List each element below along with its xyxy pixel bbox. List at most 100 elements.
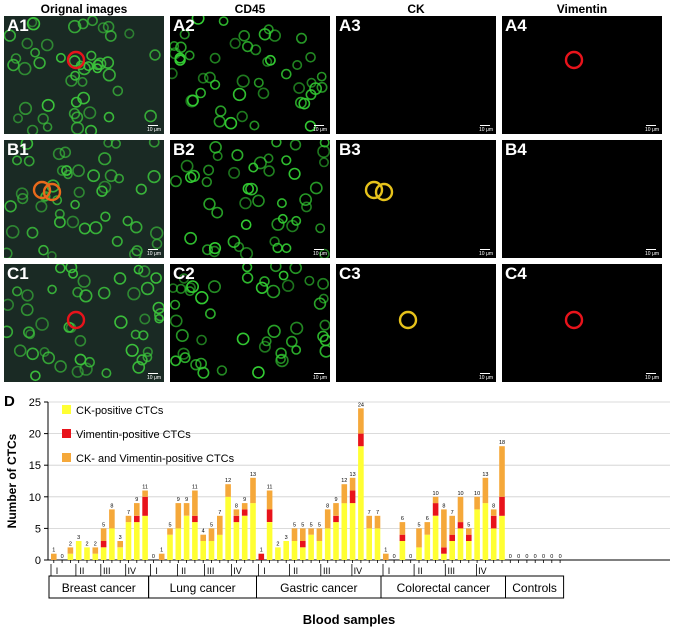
bar-value-label: 7 (376, 510, 379, 516)
leukocyte-ring (213, 115, 226, 128)
leukocyte-ring (135, 183, 147, 195)
bar-value-label: 5 (102, 522, 105, 528)
bar-segment (134, 503, 140, 516)
bar-segment (449, 515, 455, 535)
group-label: Breast cancer (62, 581, 136, 595)
scale-bar-label: 10 μm (479, 375, 493, 381)
leukocyte-ring (38, 244, 49, 256)
leukocyte-ring (84, 356, 95, 368)
leukocyte-ring (201, 176, 212, 188)
leukocyte-ring (40, 38, 54, 52)
bar-segment (490, 528, 497, 560)
panel-label-b4: B4 (505, 140, 527, 159)
leukocyte-ring (65, 264, 78, 274)
leukocyte-ring (55, 52, 66, 63)
leukocyte-ring (104, 30, 117, 42)
leukocyte-ring (54, 216, 66, 229)
leukocyte-ring (207, 280, 221, 294)
legend-label: CK-positive CTCs (76, 405, 164, 417)
leukocyte-ring (209, 79, 221, 90)
leukocyte-ring (42, 351, 55, 365)
leukocyte-ring (132, 360, 146, 374)
leukocyte-ring (253, 77, 264, 88)
bar-segment (449, 541, 455, 560)
leukocyte-ring (271, 140, 282, 148)
bar-value-label: 2 (276, 541, 279, 547)
leukocyte-ring (42, 122, 53, 132)
bar-segment (217, 534, 223, 560)
leukocyte-ring (288, 167, 301, 180)
bar-value-label: 13 (250, 472, 256, 478)
bar-segment (341, 503, 348, 560)
leukocyte-ring (7, 58, 20, 72)
bar-segment (125, 515, 132, 523)
bar-segment (466, 541, 472, 560)
bar-segment (358, 446, 364, 560)
bar-segment (399, 522, 406, 535)
leukocyte-ring (209, 52, 221, 64)
leukocyte-ring (103, 111, 115, 123)
leukocyte-ring (83, 106, 97, 120)
leukocyte-ring (177, 347, 190, 360)
bar-segment (117, 547, 123, 560)
leukocyte-ring (20, 140, 34, 150)
bar-segment (457, 496, 464, 523)
bar-value-label: 5 (318, 522, 321, 528)
column-header-ck: CK (407, 2, 425, 16)
leukocyte-ring (68, 107, 81, 120)
leukocyte-ring (139, 313, 151, 325)
leukocyte-ring (301, 201, 312, 213)
leukocyte-ring (261, 336, 272, 347)
leukocyte-ring (317, 145, 330, 158)
bar-segment (167, 528, 173, 535)
leukocyte-ring (26, 124, 39, 134)
column-header-vimentin: Vimentin (556, 2, 608, 16)
scale-bar-label: 10 μm (645, 127, 659, 133)
micrograph-c3: C3 10 μm (336, 264, 496, 382)
y-tick-label: 20 (29, 429, 41, 441)
leukocyte-ring (275, 347, 287, 359)
leukocyte-ring (250, 44, 262, 56)
bar-value-label: 13 (482, 472, 488, 478)
y-tick-label: 5 (35, 523, 41, 535)
leukocyte-ring (170, 41, 180, 51)
bar-segment (374, 528, 381, 560)
leukocyte-ring (231, 149, 244, 162)
leukocyte-ring (86, 50, 97, 61)
bar-segment (266, 490, 273, 510)
bar-segment (117, 541, 123, 548)
leukocyte-ring (93, 57, 107, 71)
bar-value-label: 7 (218, 510, 221, 516)
scale-bar (314, 125, 324, 126)
bar-value-label: 3 (285, 535, 288, 541)
bar-segment (233, 515, 240, 523)
leukocyte-ring (101, 368, 112, 379)
group-box (505, 575, 565, 599)
leukocyte-ring (305, 51, 316, 63)
leukocyte-ring (249, 120, 260, 131)
micrograph-c2: C2 10 μm (170, 264, 330, 382)
bar-segment (100, 547, 107, 560)
ctc-cell (364, 180, 384, 200)
scale-bar-label: 10 μm (147, 375, 161, 381)
leukocyte-ring (175, 41, 187, 54)
ctc-cell (398, 310, 418, 330)
bar-value-label: 6 (401, 516, 404, 522)
leukocyte-ring (65, 74, 78, 87)
leukocyte-ring (4, 298, 14, 311)
bar-value-label: 3 (119, 535, 122, 541)
leukocyte-ring (37, 113, 49, 125)
bar-segment (258, 553, 265, 560)
micrograph-a1: A1 10 μm (4, 16, 164, 134)
leukocyte-ring (263, 165, 275, 177)
leukocyte-ring (30, 370, 41, 382)
leukocyte-ring (239, 196, 252, 210)
scale-bar (480, 125, 490, 126)
leukocyte-ring (98, 180, 112, 194)
legend-swatch (62, 429, 71, 438)
leukocyte-ring (263, 153, 274, 164)
leukocyte-ring (236, 332, 250, 346)
leukocyte-ring (271, 217, 285, 231)
bar-value-label: 12 (341, 478, 347, 484)
bar-value-label: 8 (326, 503, 329, 509)
